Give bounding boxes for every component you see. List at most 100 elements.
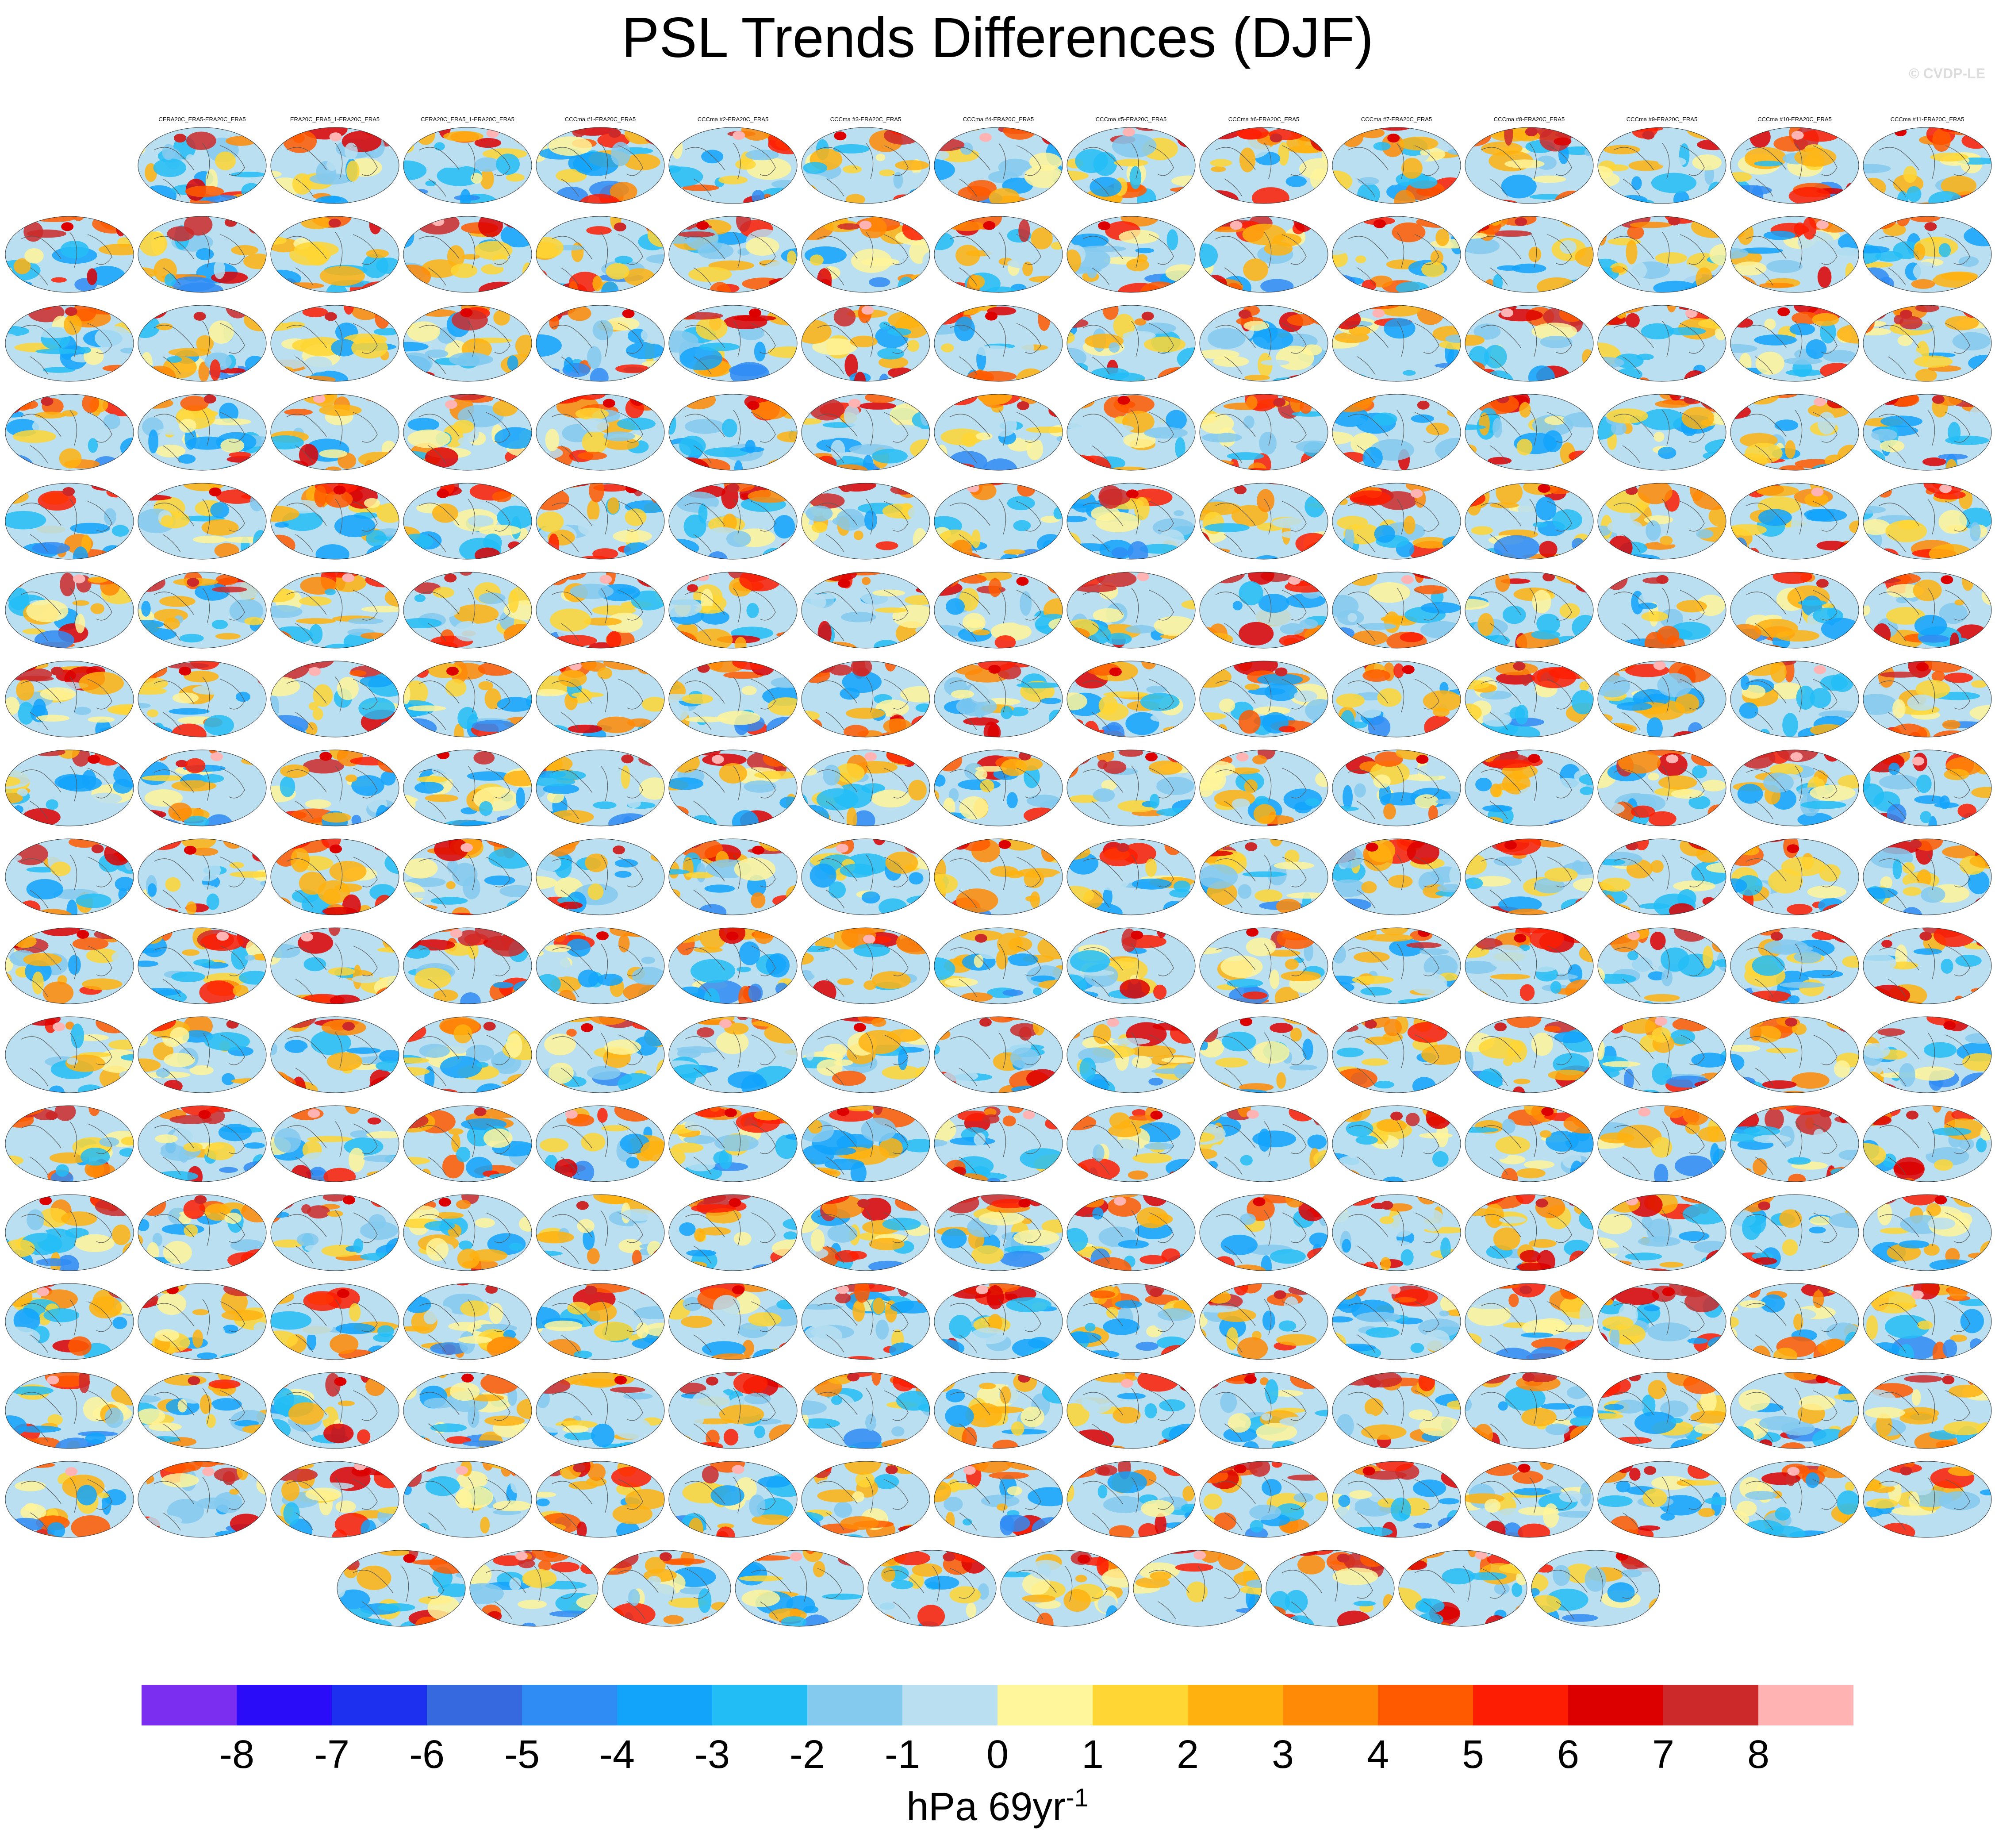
colorbar-tick-label: 0 bbox=[986, 1733, 1009, 1777]
map-panel-svg bbox=[1332, 394, 1461, 471]
map-panel bbox=[1861, 561, 1993, 650]
map-panel-svg bbox=[934, 1194, 1063, 1271]
map-panel-svg bbox=[5, 838, 134, 915]
map-panel-svg bbox=[5, 216, 134, 293]
map-panel: CCCma #7-ERA20C_ERA5 bbox=[1331, 116, 1462, 205]
map-panel-svg bbox=[138, 838, 267, 915]
map-panel-svg bbox=[1465, 305, 1594, 382]
map-panel-svg bbox=[801, 305, 930, 382]
map-panel: CCCma #5-ERA20C_ERA5 bbox=[1065, 116, 1197, 205]
map-panel-svg bbox=[337, 1550, 466, 1627]
map-panel-svg bbox=[668, 749, 798, 826]
map-panel-svg bbox=[403, 127, 532, 204]
map-panel-svg bbox=[270, 1105, 399, 1182]
map-panel bbox=[534, 383, 666, 472]
map-panel-svg bbox=[270, 838, 399, 915]
map-panel-svg bbox=[1067, 927, 1196, 1004]
map-panel bbox=[1729, 1005, 1861, 1095]
map-panel-svg bbox=[1332, 661, 1461, 738]
map-panel-svg bbox=[668, 572, 798, 649]
map-panel bbox=[1596, 649, 1728, 739]
map-panel bbox=[136, 205, 268, 294]
map-panel-svg bbox=[668, 305, 798, 382]
map-panel-svg bbox=[1597, 572, 1726, 649]
map-panel-svg bbox=[668, 1283, 798, 1360]
map-panel-svg bbox=[270, 1461, 399, 1538]
map-panel-svg bbox=[1067, 483, 1196, 560]
map-panel bbox=[1596, 1450, 1728, 1539]
map-panel-svg bbox=[1465, 216, 1594, 293]
map-panel bbox=[1065, 738, 1197, 828]
map-panel bbox=[1198, 294, 1330, 383]
page-title: PSL Trends Differences (DJF) bbox=[621, 6, 1374, 69]
map-panel bbox=[4, 1005, 135, 1095]
map-panel-svg bbox=[403, 838, 532, 915]
map-panel-svg bbox=[1465, 127, 1594, 204]
map-panel-svg bbox=[934, 1461, 1063, 1538]
map-panel-svg bbox=[1863, 1194, 1992, 1271]
map-panel-svg bbox=[138, 1105, 267, 1182]
map-panel-svg bbox=[1199, 1461, 1328, 1538]
map-panel-svg bbox=[1332, 216, 1461, 293]
map-panel-svg bbox=[867, 1550, 997, 1627]
map-panel-label: CCCma #7-ERA20C_ERA5 bbox=[1361, 116, 1432, 123]
map-panel bbox=[402, 1094, 533, 1183]
map-panel-svg bbox=[1199, 483, 1328, 560]
map-panel-svg bbox=[668, 927, 798, 1004]
map-panel bbox=[1198, 1272, 1330, 1361]
map-panel bbox=[1861, 916, 1993, 1006]
map-panel-svg bbox=[801, 394, 930, 471]
map-panel-svg bbox=[934, 572, 1063, 649]
colorbar-tick-label: 8 bbox=[1747, 1733, 1770, 1777]
map-panel-svg bbox=[270, 661, 399, 738]
map-panel: CERA20C_ERA5_1-ERA20C_ERA5 bbox=[402, 116, 533, 205]
map-panel-label: CERA20C_ERA5_1-ERA20C_ERA5 bbox=[421, 116, 514, 123]
map-panel-svg bbox=[1067, 394, 1196, 471]
map-panel-svg bbox=[934, 216, 1063, 293]
map-panel bbox=[269, 561, 401, 650]
map-panel-svg bbox=[1199, 1194, 1328, 1271]
map-panel-svg bbox=[1863, 572, 1992, 649]
map-panel bbox=[667, 205, 799, 294]
map-panel bbox=[1596, 1361, 1728, 1450]
map-panel: CCCma #2-ERA20C_ERA5 bbox=[667, 116, 799, 205]
map-panel bbox=[1861, 1450, 1993, 1539]
map-panel-svg bbox=[1730, 572, 1859, 649]
map-panel-svg bbox=[1199, 1105, 1328, 1182]
map-panel-svg bbox=[1332, 1283, 1461, 1360]
map-panel bbox=[4, 738, 135, 828]
map-panel-svg bbox=[934, 1105, 1063, 1182]
map-panel bbox=[1198, 827, 1330, 917]
map-panel-svg bbox=[1199, 216, 1328, 293]
map-panel bbox=[667, 294, 799, 383]
map-panel-svg bbox=[801, 1194, 930, 1271]
map-panel-svg bbox=[270, 1372, 399, 1449]
map-panel bbox=[932, 649, 1064, 739]
map-panel bbox=[402, 1005, 533, 1095]
map-panel bbox=[4, 294, 135, 383]
map-panel bbox=[1861, 1183, 1993, 1272]
map-panel bbox=[1861, 1272, 1993, 1361]
map-panel bbox=[1331, 383, 1462, 472]
map-panel-svg bbox=[668, 127, 798, 204]
map-panel-svg bbox=[5, 1194, 134, 1271]
map-panel-svg bbox=[934, 483, 1063, 560]
map-panel bbox=[1331, 916, 1462, 1006]
map-panel bbox=[534, 472, 666, 561]
map-panel bbox=[534, 205, 666, 294]
map-panel bbox=[136, 1183, 268, 1272]
map-panel-svg bbox=[801, 1461, 930, 1538]
map-panel bbox=[1729, 472, 1861, 561]
map-panel bbox=[932, 1005, 1064, 1095]
map-panel bbox=[667, 1183, 799, 1272]
map-panel-svg bbox=[1863, 1016, 1992, 1093]
map-panel-svg bbox=[138, 1194, 267, 1271]
map-panel-svg bbox=[5, 1461, 134, 1538]
map-panel bbox=[534, 916, 666, 1006]
map-panel-svg bbox=[801, 483, 930, 560]
map-panel-svg bbox=[801, 927, 930, 1004]
map-panel bbox=[667, 561, 799, 650]
map-panel-svg bbox=[1067, 661, 1196, 738]
map-panel bbox=[667, 472, 799, 561]
map-panel bbox=[1729, 1361, 1861, 1450]
